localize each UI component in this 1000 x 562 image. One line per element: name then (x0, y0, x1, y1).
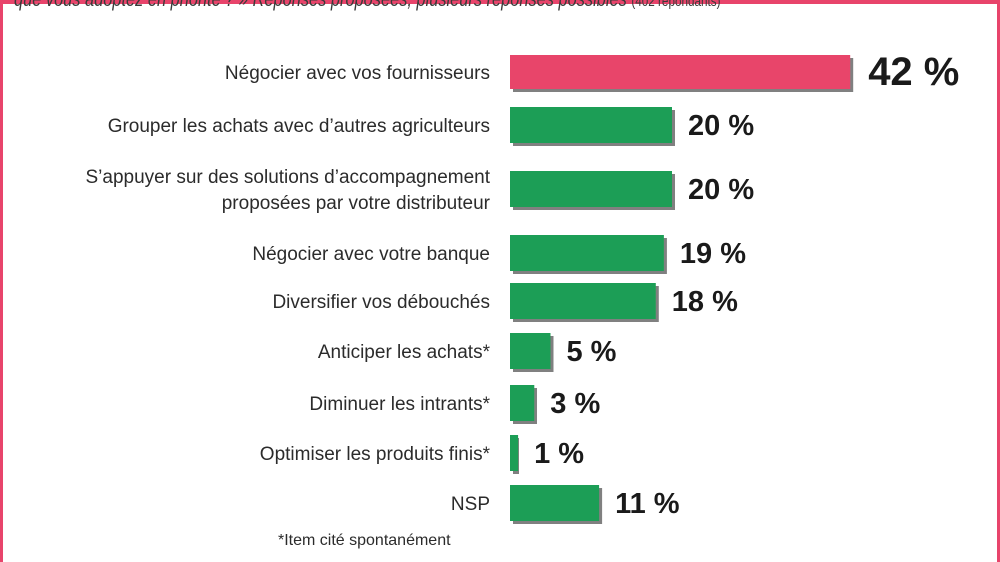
category-label-7: Optimiser les produits finis* (260, 444, 491, 465)
frame-right-border (997, 0, 1000, 562)
value-label-6: 3 % (550, 388, 600, 420)
question-text: que vous adoptez en priorité ? » Réponse… (14, 0, 778, 14)
category-label-6: Diminuer les intrants* (309, 394, 490, 415)
footnote: *Item cité spontanément (278, 532, 451, 549)
bar-7 (510, 435, 519, 471)
respondents-count: (402 répondants) (631, 0, 721, 10)
value-label-5: 5 % (567, 336, 617, 368)
value-label-2: 20 % (688, 174, 754, 206)
category-label-0: Négocier avec vos fournisseurs (225, 63, 490, 84)
category-label-4: Diversifier vos débouchés (272, 292, 490, 313)
value-label-4: 18 % (672, 286, 738, 318)
value-label-7: 1 % (534, 438, 584, 470)
bar-1 (510, 107, 672, 143)
bar-6 (510, 385, 535, 421)
category-label-1: Grouper les achats avec d’autres agricul… (108, 116, 490, 137)
bar-8 (510, 485, 600, 521)
category-label-8: NSP (451, 494, 490, 515)
category-label-2-line-0: S’appuyer sur des solutions d’accompagne… (85, 167, 490, 188)
bar-3 (510, 235, 664, 271)
value-label-0: 42 % (868, 50, 959, 94)
category-label-2-line-1: proposées par votre distributeur (222, 193, 491, 214)
frame-top-border (0, 0, 1000, 4)
value-label-8: 11 % (615, 488, 680, 520)
bar-4 (510, 283, 656, 319)
bars-group: Négocier avec vos fournisseurs 42 % Groupe… (85, 50, 959, 521)
bar-2 (510, 171, 672, 207)
value-label-1: 20 % (688, 110, 754, 142)
value-label-3: 19 % (680, 238, 746, 270)
bar-5 (510, 333, 551, 369)
question-label: que vous adoptez en priorité ? » Réponse… (14, 0, 627, 11)
category-label-5: Anticiper les achats* (318, 342, 491, 363)
category-label-3: Négocier avec votre banque (252, 244, 490, 265)
frame-left-border (0, 0, 3, 562)
bar-0 (510, 55, 851, 89)
